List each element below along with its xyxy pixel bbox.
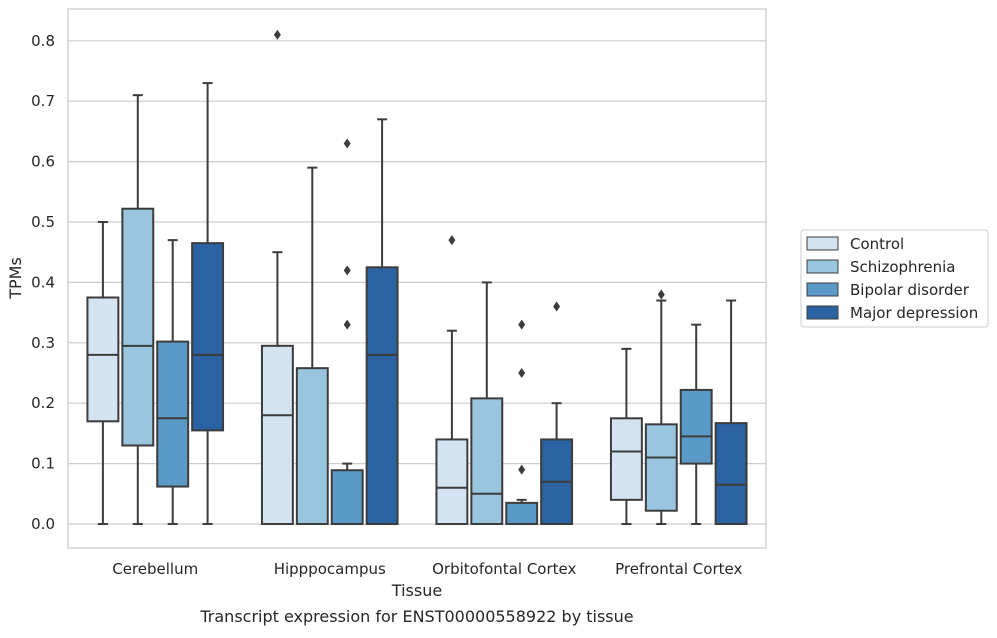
box-schizophrenia-prefrontal-cortex — [644, 289, 678, 525]
box-body — [644, 423, 678, 512]
chart-caption: Transcript expression for ENST0000055892… — [199, 607, 633, 626]
legend-label-bipolar-disorder: Bipolar disorder — [850, 281, 970, 299]
y-tick-label: 0.8 — [31, 32, 55, 50]
legend-item-control: Control — [806, 235, 904, 253]
outlier-point — [343, 319, 351, 330]
legend-frame — [800, 229, 989, 328]
box-schizophrenia-orbitofontal-cortex — [470, 281, 504, 526]
legend-label-control: Control — [850, 235, 904, 253]
box-body — [260, 344, 294, 525]
legend: Control Schizophrenia Bipolar disorder M… — [800, 229, 989, 328]
y-tick-label: 0.3 — [31, 334, 55, 352]
box-body — [435, 438, 469, 525]
box-body — [505, 501, 539, 525]
box-schizophrenia-hipppocampus — [295, 166, 329, 525]
box-major-depression-prefrontal-cortex — [714, 299, 748, 525]
box-control-orbitofontal-cortex — [435, 235, 469, 525]
y-axis-label: TPMs — [6, 257, 25, 300]
legend-swatch-major-depression — [806, 305, 839, 320]
y-tick-label: 0.7 — [31, 92, 55, 110]
box-control-prefrontal-cortex — [609, 347, 643, 525]
outlier-point — [518, 464, 526, 475]
legend-item-bipolar-disorder: Bipolar disorder — [806, 281, 970, 299]
box-major-depression-cerebellum — [191, 82, 225, 525]
legend-swatch-schizophrenia — [806, 259, 839, 274]
y-tick-label: 0.1 — [31, 455, 55, 473]
box-bipolar-disorder-prefrontal-cortex — [679, 323, 713, 525]
legend-label-major-depression: Major depression — [850, 304, 978, 322]
y-tick-label: 0.5 — [31, 213, 55, 231]
box-body — [609, 417, 643, 501]
y-tick-label: 0.0 — [31, 515, 55, 533]
y-ticks: 0.0 0.1 0.2 0.3 0.4 0.5 0.6 0.7 0.8 — [31, 32, 55, 533]
x-ticks: Cerebellum Hipppocampus Orbitofontal Corte… — [112, 560, 742, 578]
box-schizophrenia-cerebellum — [121, 94, 155, 525]
outlier-point — [343, 265, 351, 276]
box-bipolar-disorder-hipppocampus — [330, 138, 364, 525]
box-body — [295, 367, 329, 525]
box-body — [191, 242, 225, 432]
y-tick-label: 0.6 — [31, 153, 55, 171]
legend-swatch-bipolar-disorder — [806, 282, 839, 297]
box-body — [714, 422, 748, 525]
box-body — [86, 296, 120, 423]
legend-label-schizophrenia: Schizophrenia — [850, 258, 955, 276]
x-axis-label: Tissue — [391, 581, 442, 600]
x-tick-label: Prefrontal Cortex — [615, 560, 742, 578]
outlier-point — [657, 289, 665, 300]
box-major-depression-orbitofontal-cortex — [540, 301, 574, 525]
outlier-point — [448, 235, 456, 246]
box-body — [330, 469, 364, 525]
box-body — [365, 266, 399, 525]
outlier-point — [343, 138, 351, 149]
box-control-cerebellum — [86, 221, 120, 525]
legend-item-major-depression: Major depression — [806, 304, 978, 322]
outlier-point — [273, 29, 281, 40]
box-major-depression-hipppocampus — [365, 118, 399, 525]
y-tick-label: 0.4 — [31, 273, 55, 291]
outlier-point — [518, 368, 526, 378]
outlier-point — [553, 301, 561, 312]
legend-item-schizophrenia: Schizophrenia — [806, 258, 955, 276]
box-control-hipppocampus — [260, 29, 294, 525]
y-tick-label: 0.2 — [31, 394, 55, 412]
legend-swatch-control — [806, 236, 839, 251]
plot-frame — [67, 8, 767, 549]
x-tick-label: Hipppocampus — [274, 560, 386, 578]
box-body — [470, 397, 504, 526]
boxes-layer — [86, 29, 748, 526]
x-tick-label: Cerebellum — [112, 560, 198, 578]
box-bipolar-disorder-cerebellum — [156, 239, 190, 525]
box-body — [679, 388, 713, 465]
box-bipolar-disorder-orbitofontal-cortex — [505, 319, 539, 525]
x-tick-label: Orbitofontal Cortex — [432, 560, 576, 578]
box-body — [121, 207, 155, 447]
outlier-point — [518, 319, 526, 330]
box-body — [156, 340, 190, 488]
